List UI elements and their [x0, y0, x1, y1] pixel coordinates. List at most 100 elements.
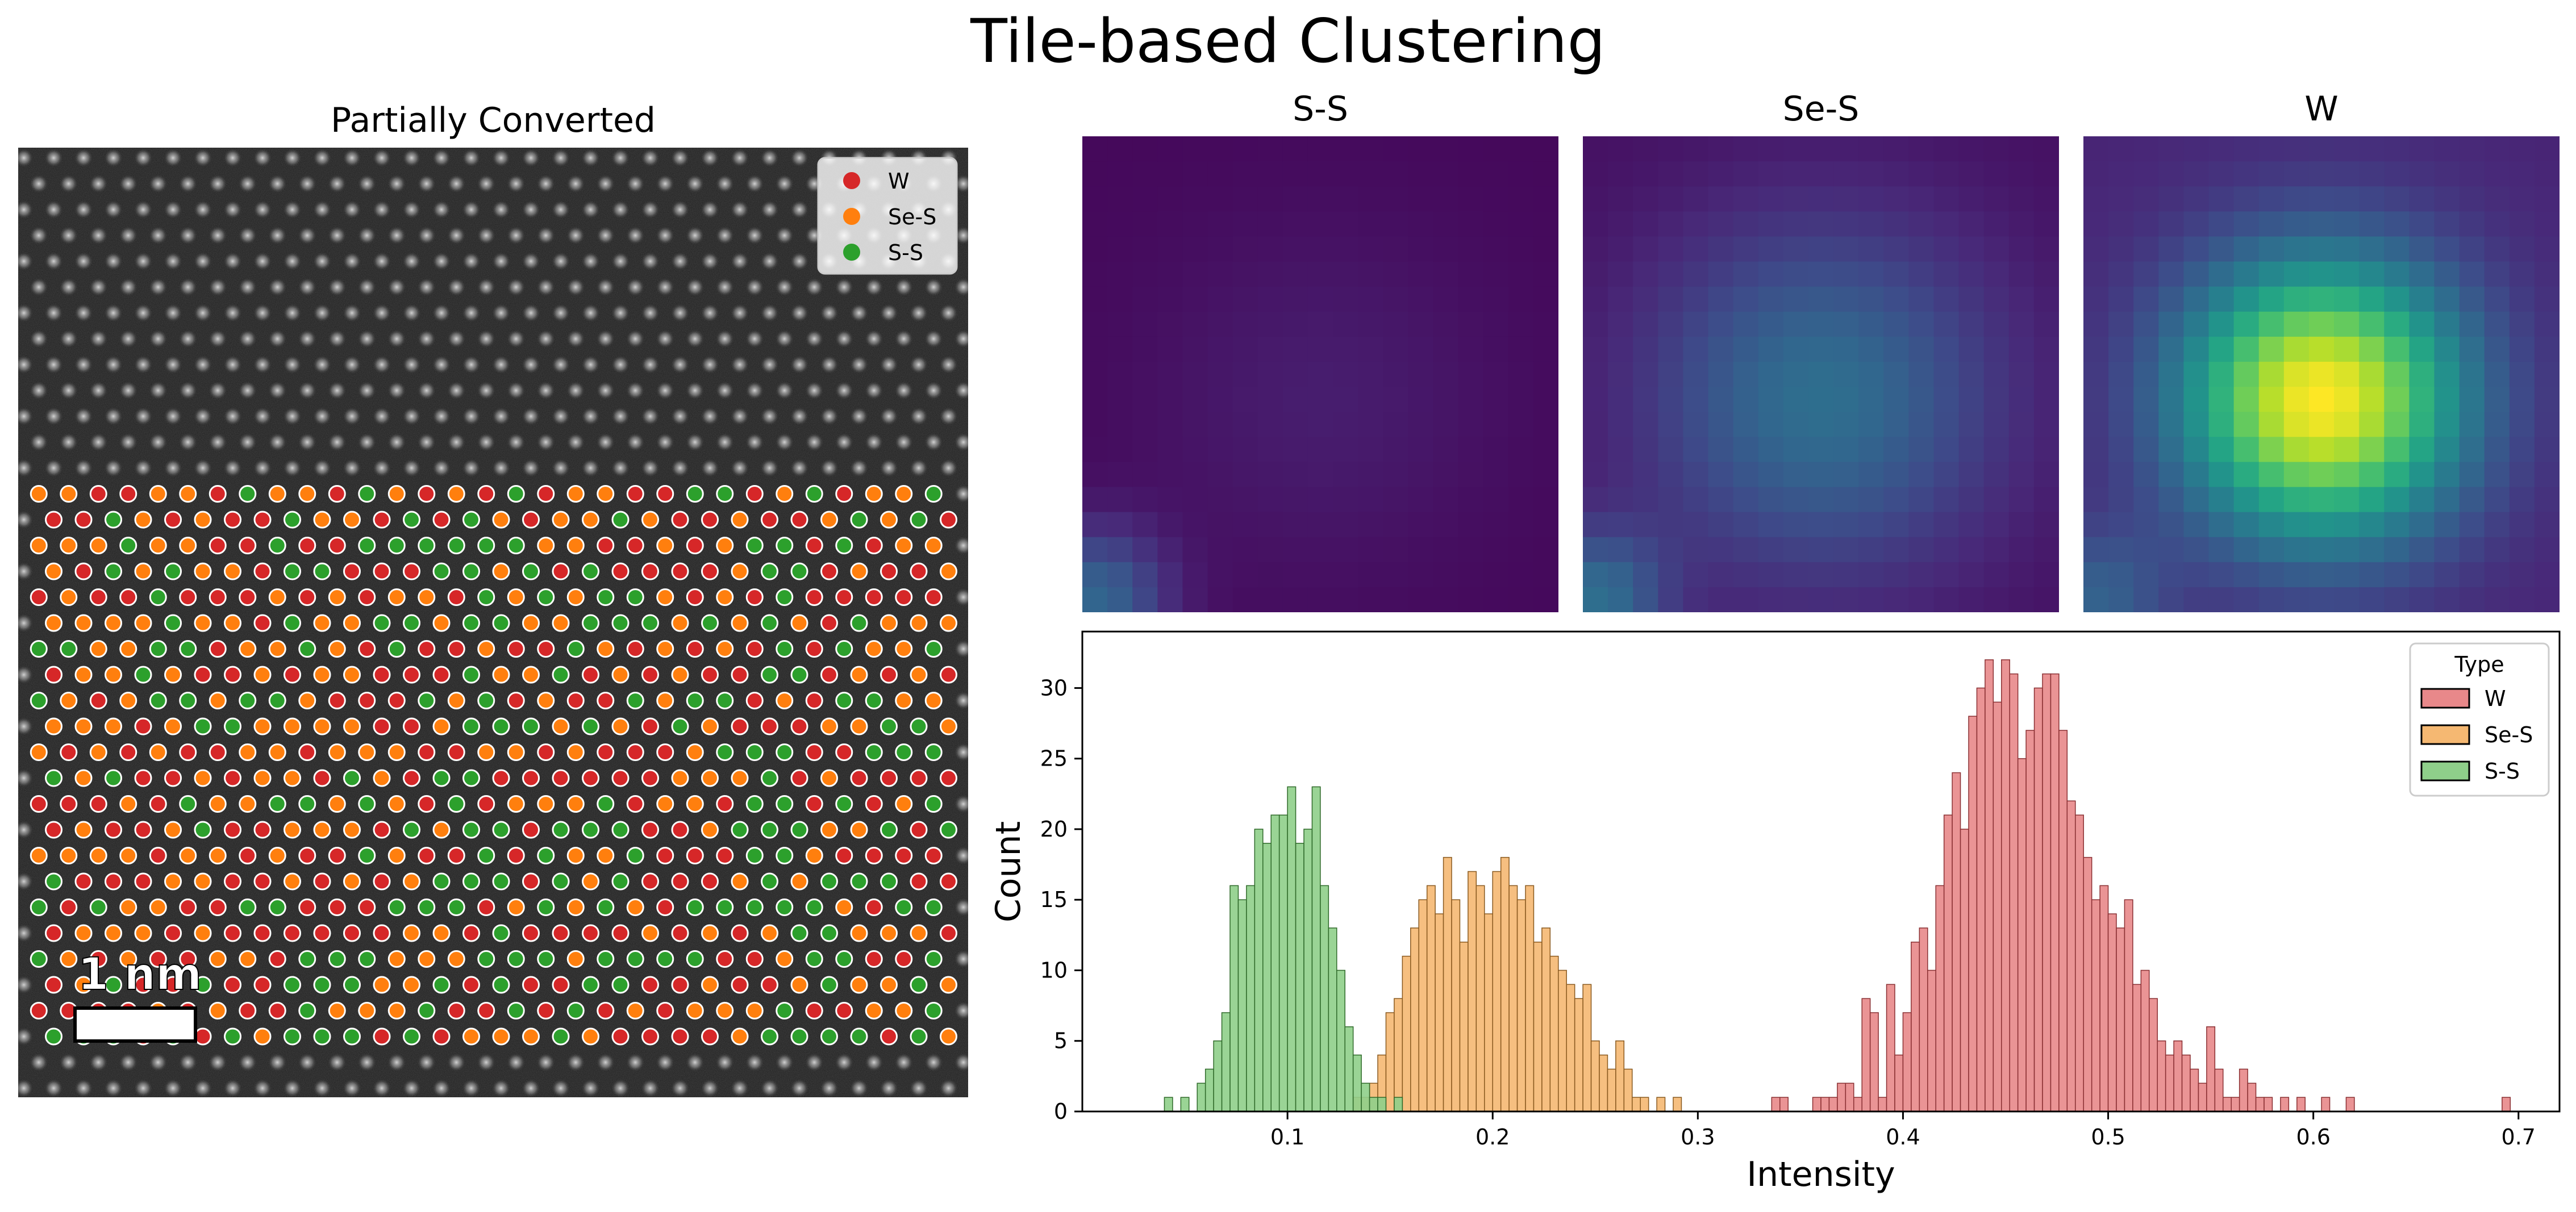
atom-marker-se-s	[537, 537, 555, 554]
tile-pixel	[2183, 387, 2210, 412]
tile-pixel	[1307, 537, 1333, 563]
atom-marker-se-s	[761, 924, 778, 942]
tile-pixel	[2434, 437, 2460, 462]
tile-pixel	[2108, 487, 2134, 513]
tile-pixel	[2509, 562, 2535, 588]
tile-pixel	[2083, 336, 2109, 362]
tile-pixel	[1958, 236, 1985, 262]
tile-pixel	[1483, 512, 1509, 538]
histogram-bar-se-s	[1468, 871, 1477, 1112]
atom-marker-s-s	[268, 795, 286, 813]
atom-marker-se-s	[701, 717, 719, 735]
tile-pixel	[1608, 412, 1633, 437]
atom-marker-se-s	[611, 717, 630, 735]
atom-marker-se-s	[268, 485, 286, 503]
atom-marker-s-s	[790, 924, 808, 942]
atom-marker-w	[671, 872, 689, 891]
atom-marker-se-s	[776, 485, 794, 503]
tile-pixel	[1708, 261, 1734, 287]
tile-pixel	[2434, 336, 2460, 362]
atom-marker-s-s	[492, 614, 510, 632]
tile-pixel	[2258, 537, 2285, 563]
atom-marker-se-s	[731, 614, 749, 632]
tile-pixel	[1232, 387, 1258, 412]
tile-pixel	[1858, 437, 1884, 462]
tile-pixel	[1583, 311, 1608, 337]
atom-marker-se-s	[134, 924, 152, 942]
tile-pixel	[1508, 587, 1534, 612]
atom-marker-se-s	[492, 666, 510, 684]
atom-marker-s-s	[582, 562, 599, 580]
tile-pixel	[2183, 487, 2210, 513]
atom-marker-w	[552, 769, 570, 787]
tile-pixel	[2133, 412, 2159, 437]
tile-pixel	[1282, 512, 1308, 538]
tile-pixel	[1933, 562, 1960, 588]
tile-pixel	[2283, 136, 2310, 162]
tile-pixel	[2158, 286, 2185, 312]
tile-pixel	[1408, 186, 1434, 212]
atom-marker-se-s	[164, 872, 182, 891]
tile-pixel	[1683, 361, 1709, 387]
tile-pixel	[1257, 537, 1283, 563]
tile-pixel	[1708, 512, 1734, 538]
atom-marker-se-s	[313, 614, 331, 632]
histogram-bar-w	[1812, 1097, 1821, 1112]
atom-marker-se-s	[194, 614, 212, 632]
atom-marker-se-s	[30, 537, 48, 554]
atom-marker-se-s	[164, 666, 182, 684]
tile-pixel	[1683, 412, 1709, 437]
atom-marker-w	[671, 976, 689, 994]
atom-marker-s-s	[582, 821, 599, 839]
tile-pixel	[1583, 336, 1608, 362]
tile-pixel	[2459, 286, 2485, 312]
tile-pixel	[1433, 412, 1459, 437]
tile-pixel	[2359, 537, 2385, 563]
tile-pixel	[1608, 462, 1633, 488]
tile-pixel	[2384, 286, 2410, 312]
tile-pixel	[1107, 412, 1133, 437]
atom-marker-se-s	[940, 717, 957, 735]
tile-pixel	[1908, 512, 1935, 538]
atom-marker-se-s	[45, 614, 62, 632]
tile-pixel	[1583, 487, 1608, 513]
atom-marker-w	[403, 666, 420, 684]
tile-pixel	[1282, 211, 1308, 237]
tile-pixel	[1858, 211, 1884, 237]
atom-marker-se-s	[89, 743, 107, 761]
atom-marker-s-s	[910, 1027, 928, 1046]
tile-pixel	[1207, 462, 1233, 488]
tile-pixel	[1858, 311, 1884, 337]
histogram-bar-se-s	[1516, 899, 1526, 1112]
tile-pixel	[1883, 336, 1909, 362]
tile-pixel	[1833, 161, 1859, 187]
atom-marker-s-s	[298, 640, 316, 658]
tile-pixel	[2008, 587, 2035, 612]
tile-pixel	[1658, 512, 1684, 538]
atom-marker-s-s	[194, 821, 212, 839]
tile-pixel	[1733, 186, 1759, 212]
tile-pixel	[1458, 562, 1484, 588]
tile-pixel	[1383, 587, 1408, 612]
tile-pixel	[1833, 437, 1859, 462]
tile-pixel	[1483, 261, 1509, 287]
tile-pixel	[2183, 437, 2210, 462]
atom-marker-se-s	[537, 692, 555, 709]
tile-pixel	[1358, 211, 1383, 237]
atom-marker-w	[447, 1002, 465, 1019]
atom-marker-w	[373, 872, 391, 891]
tile-pixel	[1958, 387, 1985, 412]
tile-pixel	[1583, 437, 1608, 462]
atom-marker-se-s	[89, 847, 107, 864]
atom-marker-w	[164, 924, 182, 942]
tile-pixel	[1533, 186, 1558, 212]
tile-pixel	[1608, 186, 1633, 212]
atom-marker-se-s	[597, 640, 615, 658]
atom-marker-se-s	[387, 847, 406, 864]
tile-pixel	[2283, 186, 2310, 212]
atom-marker-se-s	[850, 562, 868, 580]
tile-pixel	[1958, 361, 1985, 387]
atom-marker-s-s	[403, 511, 420, 529]
tile-pixel	[1307, 161, 1333, 187]
tile-pixel	[2258, 462, 2285, 488]
